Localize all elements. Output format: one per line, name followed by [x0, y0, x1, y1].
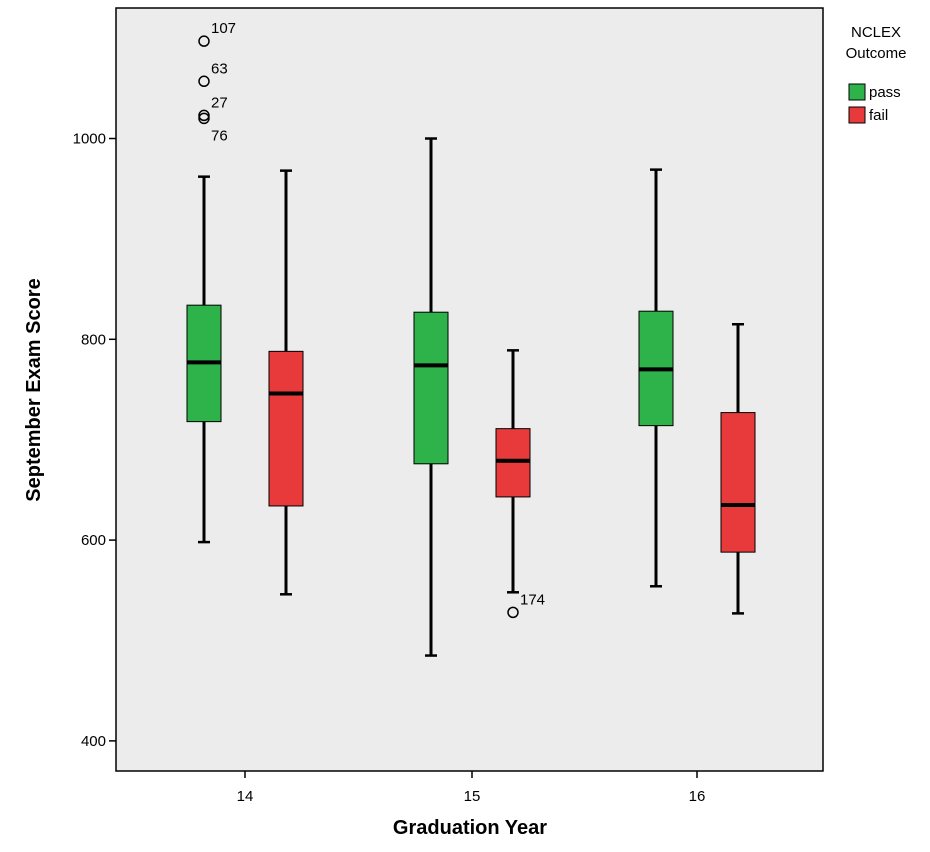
x-tick-label: 16: [689, 788, 706, 805]
outlier-label: 76: [211, 127, 228, 144]
outlier-label: 174: [520, 591, 545, 608]
y-tick-label: 1000: [73, 131, 106, 148]
x-axis-title: Graduation Year: [393, 817, 547, 839]
x-axis: 14 15 16: [237, 771, 706, 805]
outlier-point: [198, 112, 210, 125]
plot-area: [115, 7, 824, 772]
box-fail-15: 174: [495, 349, 545, 619]
y-axis-title: September Exam Score: [23, 278, 45, 501]
y-axis: 400 600 800 1000: [73, 131, 116, 750]
legend-title-line: Outcome: [846, 45, 907, 62]
box-pass-14: 107 63 27 76: [186, 20, 236, 544]
iqr-box: [495, 428, 531, 498]
boxes: 107 63 27 76 174: [186, 20, 756, 657]
legend-label-pass: pass: [869, 84, 901, 101]
y-tick-label: 600: [81, 532, 106, 549]
outlier-label: 63: [211, 60, 228, 77]
outlier-point: [198, 109, 210, 122]
box-pass-16: [638, 168, 674, 588]
outlier-point: [198, 75, 210, 88]
outlier-label: 27: [211, 94, 228, 111]
x-tick-label: 14: [237, 788, 254, 805]
outlier-point: [198, 35, 210, 47]
legend-title-line: NCLEX: [851, 24, 901, 41]
box-fail-14: [268, 169, 304, 596]
y-tick-label: 800: [81, 331, 106, 348]
y-tick-label: 400: [81, 733, 106, 750]
x-tick-label: 15: [464, 788, 481, 805]
outlier-point: [507, 606, 519, 619]
iqr-box: [268, 350, 304, 507]
legend: NCLEX Outcome pass fail: [846, 24, 907, 124]
outlier-label: 107: [211, 20, 236, 37]
box-fail-16: [720, 322, 756, 615]
legend-label-fail: fail: [869, 107, 888, 124]
legend-swatch-fail: [848, 106, 866, 124]
box-pass-15: [413, 137, 449, 657]
iqr-box: [413, 311, 449, 465]
iqr-box: [720, 412, 756, 553]
legend-swatch-pass: [848, 83, 866, 101]
